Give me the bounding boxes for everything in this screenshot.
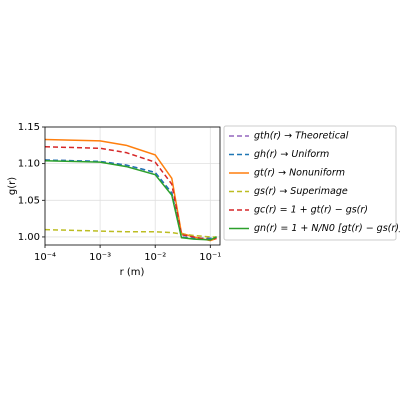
y-tick-label: 1.00 — [18, 232, 40, 243]
y-tick-label: 1.10 — [18, 159, 40, 170]
y-tick-label: 1.15 — [18, 122, 40, 133]
series-line — [44, 159, 217, 240]
series-line — [44, 146, 217, 241]
x-tick-label: 10⁻² — [144, 252, 166, 263]
legend-label: gt(r) → Nonuniform — [254, 168, 345, 179]
x-axis-label: r (m) — [120, 267, 145, 278]
series-line — [44, 159, 217, 241]
series-line — [44, 138, 217, 242]
series-line — [44, 228, 217, 238]
legend-label: gn(r) = 1 + N/N0 [gt(r) − gs(r)] — [254, 223, 400, 234]
legend-label: gc(r) = 1 + gt(r) − gs(r) — [254, 205, 368, 216]
series-line — [44, 159, 217, 240]
y-tick-label: 1.05 — [18, 195, 40, 206]
legend: gth(r) → Theoretical gh(r) → Uniform gt(r)… — [223, 125, 400, 241]
x-tick-label: 10⁻³ — [89, 252, 111, 263]
plot-frame — [44, 126, 221, 246]
y-axis-label: g(r) — [7, 177, 18, 195]
legend-label: gh(r) → Uniform — [254, 149, 329, 160]
x-tick-label: 10⁻⁴ — [34, 252, 56, 263]
legend-label: gs(r) → Superimage — [254, 186, 348, 197]
legend-box — [223, 125, 397, 241]
x-tick-label: 10⁻¹ — [199, 252, 221, 263]
legend-label: gth(r) → Theoretical — [254, 131, 349, 142]
